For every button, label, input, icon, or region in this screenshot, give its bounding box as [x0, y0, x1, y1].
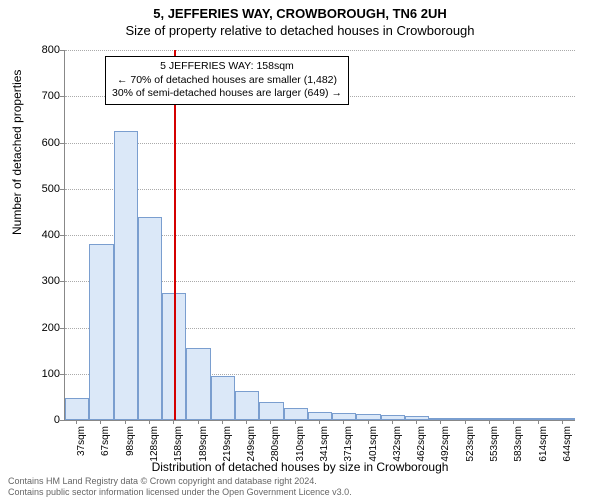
ytick-mark [60, 50, 64, 51]
histogram-bar [356, 414, 380, 420]
ytick-label: 100 [30, 368, 60, 380]
ytick-label: 300 [30, 275, 60, 287]
xtick-mark [173, 420, 174, 424]
y-axis-label: Number of detached properties [10, 70, 24, 235]
histogram-bar [381, 415, 405, 420]
xtick-mark [538, 420, 539, 424]
histogram-bar [526, 418, 550, 420]
histogram-bar [114, 131, 138, 420]
xtick-mark [513, 420, 514, 424]
histogram-bar [65, 398, 89, 420]
gridline [65, 143, 575, 144]
xtick-mark [416, 420, 417, 424]
xtick-mark [100, 420, 101, 424]
histogram-bar [551, 418, 575, 420]
histogram-bar [259, 402, 283, 420]
gridline [65, 189, 575, 190]
ytick-mark [60, 143, 64, 144]
x-axis-label: Distribution of detached houses by size … [0, 460, 600, 474]
histogram-bar [405, 416, 429, 420]
histogram-bar [284, 408, 308, 420]
chart-title-address: 5, JEFFERIES WAY, CROWBOROUGH, TN6 2UH [0, 0, 600, 21]
ytick-mark [60, 374, 64, 375]
xtick-mark [319, 420, 320, 424]
ytick-mark [60, 96, 64, 97]
histogram-bar [308, 412, 332, 420]
ytick-label: 600 [30, 137, 60, 149]
ytick-label: 700 [30, 90, 60, 102]
xtick-mark [489, 420, 490, 424]
histogram-bar [502, 418, 526, 420]
xtick-mark [392, 420, 393, 424]
gridline [65, 50, 575, 51]
xtick-mark [198, 420, 199, 424]
xtick-mark [465, 420, 466, 424]
histogram-bar [332, 413, 356, 420]
xtick-mark [246, 420, 247, 424]
ytick-mark [60, 328, 64, 329]
footer-line-2: Contains public sector information licen… [8, 487, 592, 498]
ytick-label: 400 [30, 229, 60, 241]
ytick-mark [60, 281, 64, 282]
ytick-label: 0 [30, 414, 60, 426]
footer-line-1: Contains HM Land Registry data © Crown c… [8, 476, 592, 487]
histogram-bar [138, 217, 162, 421]
ytick-label: 200 [30, 322, 60, 334]
histogram-bar [211, 376, 235, 420]
property-marker-line [174, 50, 176, 420]
xtick-mark [270, 420, 271, 424]
annotation-line-2: ← 70% of detached houses are smaller (1,… [112, 74, 342, 88]
xtick-mark [440, 420, 441, 424]
histogram-bar [89, 244, 113, 420]
annotation-line-1: 5 JEFFERIES WAY: 158sqm [112, 60, 342, 74]
xtick-mark [222, 420, 223, 424]
xtick-mark [149, 420, 150, 424]
annotation-line-3: 30% of semi-detached houses are larger (… [112, 87, 342, 101]
chart-container: 5, JEFFERIES WAY, CROWBOROUGH, TN6 2UH S… [0, 0, 600, 500]
xtick-mark [562, 420, 563, 424]
chart-subtitle: Size of property relative to detached ho… [0, 21, 600, 38]
ytick-label: 800 [30, 44, 60, 56]
histogram-bar [454, 418, 478, 420]
footer-attribution: Contains HM Land Registry data © Crown c… [8, 476, 592, 498]
ytick-mark [60, 235, 64, 236]
ytick-mark [60, 420, 64, 421]
histogram-bar [186, 348, 210, 420]
xtick-mark [295, 420, 296, 424]
histogram-bar [235, 391, 259, 420]
xtick-mark [368, 420, 369, 424]
xtick-mark [76, 420, 77, 424]
ytick-mark [60, 189, 64, 190]
histogram-bar [429, 418, 453, 420]
xtick-mark [125, 420, 126, 424]
xtick-mark [343, 420, 344, 424]
plot-area: 5 JEFFERIES WAY: 158sqm ← 70% of detache… [64, 50, 575, 421]
annotation-box: 5 JEFFERIES WAY: 158sqm ← 70% of detache… [105, 56, 349, 105]
ytick-label: 500 [30, 183, 60, 195]
